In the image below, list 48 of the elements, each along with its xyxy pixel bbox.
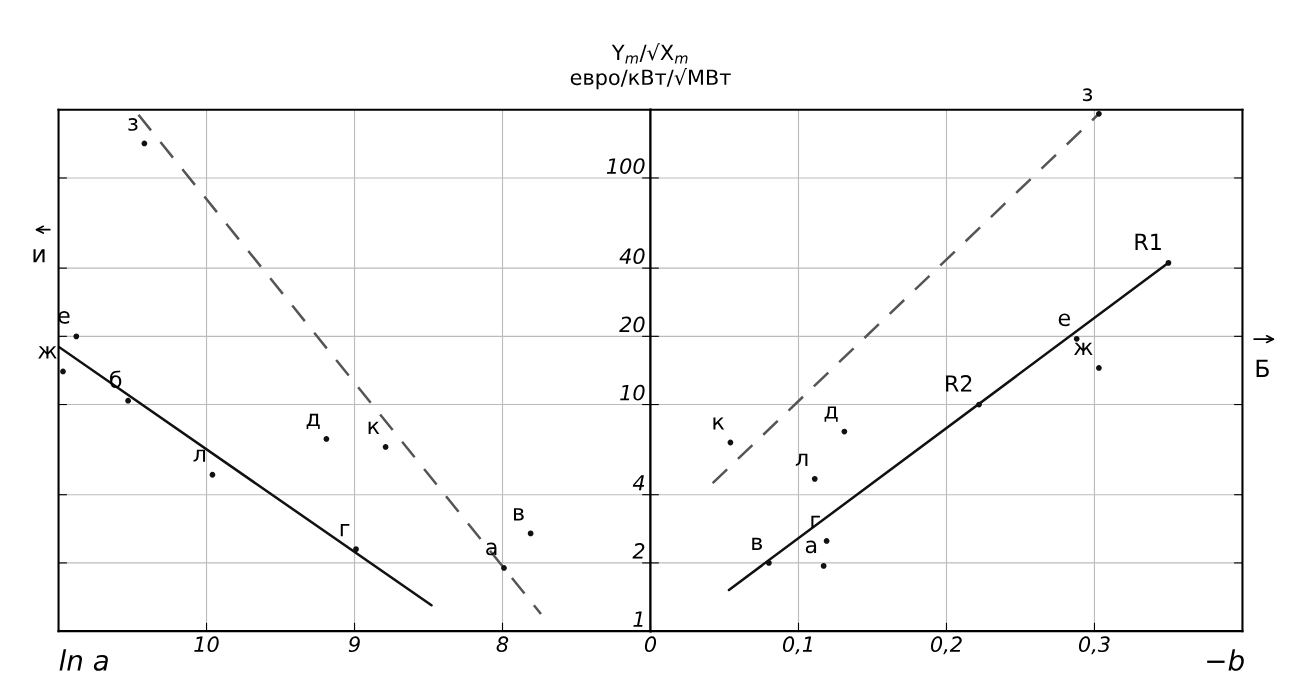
x-axis-title: ln a xyxy=(59,649,108,671)
data-label: е xyxy=(1058,313,1070,327)
y-tick-label: 10 xyxy=(620,384,645,401)
x-tick-label: 0,2 xyxy=(930,636,962,655)
x-tick-label: 0,3 xyxy=(1078,636,1110,655)
point xyxy=(501,565,507,571)
y-tick-label: 2 xyxy=(632,543,645,559)
y-tick-label: 40 xyxy=(619,248,645,265)
data-label: R1 xyxy=(1135,233,1161,250)
y-tick-label: 4 xyxy=(632,475,645,491)
data-label: з xyxy=(1082,88,1093,102)
point xyxy=(353,546,359,553)
text: и xyxy=(33,249,45,263)
data-label: а xyxy=(486,542,497,556)
data-label: г xyxy=(340,524,350,537)
data-label: в xyxy=(513,508,524,521)
point xyxy=(323,436,330,442)
x-tick-label: 8 xyxy=(496,636,509,653)
y-tick-label: 100 xyxy=(606,158,645,174)
data-label: R2 xyxy=(946,375,972,392)
data-label: д xyxy=(306,413,320,430)
data-label: ж xyxy=(1074,342,1093,356)
point xyxy=(527,530,534,537)
data-label: ж xyxy=(38,346,57,359)
data-label: л xyxy=(193,449,206,462)
data-label: к xyxy=(713,417,725,430)
x-axis-title: −b xyxy=(1207,649,1244,671)
text: Б xyxy=(1256,359,1269,377)
point xyxy=(125,397,131,404)
data-label: к xyxy=(368,421,380,434)
x-tick-label: 0 xyxy=(644,636,657,653)
y-tick-label: 20 xyxy=(619,316,645,333)
data-label: б xyxy=(110,370,122,389)
point xyxy=(60,368,66,375)
point xyxy=(73,333,80,340)
data-label: в xyxy=(752,537,763,550)
y-axis-title: Y$_{m}$/√X$_{m}$ евро/кВт/√МВт xyxy=(570,43,731,90)
data-label: з xyxy=(128,118,138,131)
point xyxy=(209,471,216,478)
data-label: д xyxy=(824,406,838,422)
data-label: л xyxy=(795,453,808,466)
point xyxy=(141,140,148,147)
y-tick-label: 1 xyxy=(633,611,643,627)
x-tick-label: 0,1 xyxy=(782,636,812,655)
x-tick-label: 9 xyxy=(348,636,360,653)
point xyxy=(382,444,389,450)
x-tick-label: 10 xyxy=(194,636,219,653)
data-label: а xyxy=(805,540,817,554)
